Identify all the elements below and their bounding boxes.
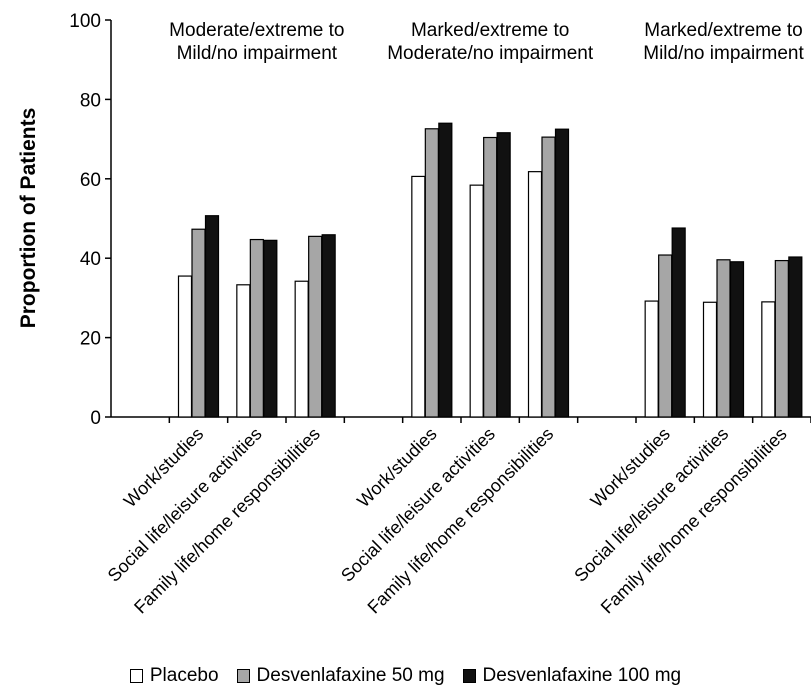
y-tick-label: 60 <box>80 170 101 191</box>
bar <box>204 215 220 418</box>
bar <box>411 175 426 418</box>
group-title-line1: Marked/extreme to <box>411 20 569 41</box>
bar <box>658 254 673 418</box>
bar <box>177 275 193 418</box>
legend-label-placebo: Placebo <box>149 665 219 686</box>
bar <box>644 300 659 418</box>
group-title-line2: Moderate/no impairment <box>387 43 594 64</box>
bar <box>249 238 264 418</box>
y-tick-label: 0 <box>90 408 101 429</box>
bar <box>554 128 570 418</box>
legend-swatch-desvenlafaxine-50 <box>236 669 250 683</box>
y-tick-label: 80 <box>80 90 101 111</box>
legend: Placebo Desvenlafaxine 50 mg Desvenlafax… <box>0 664 811 688</box>
y-tick-label: 20 <box>80 329 101 350</box>
legend-swatch-desvenlafaxine-100 <box>462 669 476 683</box>
bar <box>496 132 511 418</box>
bar <box>191 228 206 418</box>
legend-item-desvenlafaxine-100: Desvenlafaxine 100 mg <box>462 665 682 687</box>
bar <box>788 256 803 418</box>
bar <box>438 122 453 418</box>
bar <box>483 136 498 418</box>
bar <box>702 301 718 418</box>
group-title-line2: Mild/no impairment <box>177 43 338 64</box>
bar <box>308 235 323 418</box>
bar <box>236 284 251 418</box>
bar <box>527 171 543 418</box>
y-tick-label: 40 <box>80 249 101 270</box>
bar <box>321 234 336 418</box>
bar <box>729 261 745 418</box>
bar <box>469 184 484 418</box>
legend-item-placebo: Placebo <box>129 665 219 687</box>
bar <box>761 301 776 418</box>
bar <box>263 239 278 418</box>
legend-label-desvenlafaxine-50: Desvenlafaxine 50 mg <box>256 665 445 686</box>
bar <box>294 280 309 418</box>
bar <box>424 128 439 418</box>
bar <box>671 227 686 418</box>
bar <box>716 259 731 418</box>
legend-swatch-placebo <box>129 669 143 683</box>
legend-item-desvenlafaxine-50: Desvenlafaxine 50 mg <box>236 665 445 687</box>
group-title-line1: Moderate/extreme to <box>169 20 344 41</box>
y-axis-label: Proportion of Patients <box>17 108 40 329</box>
group-title-line1: Marked/extreme to <box>644 20 802 41</box>
bar <box>774 259 789 418</box>
legend-label-desvenlafaxine-100: Desvenlafaxine 100 mg <box>482 665 682 686</box>
group-title-line2: Mild/no impairment <box>643 43 804 64</box>
y-tick-label: 100 <box>69 11 101 32</box>
bar <box>541 136 556 418</box>
